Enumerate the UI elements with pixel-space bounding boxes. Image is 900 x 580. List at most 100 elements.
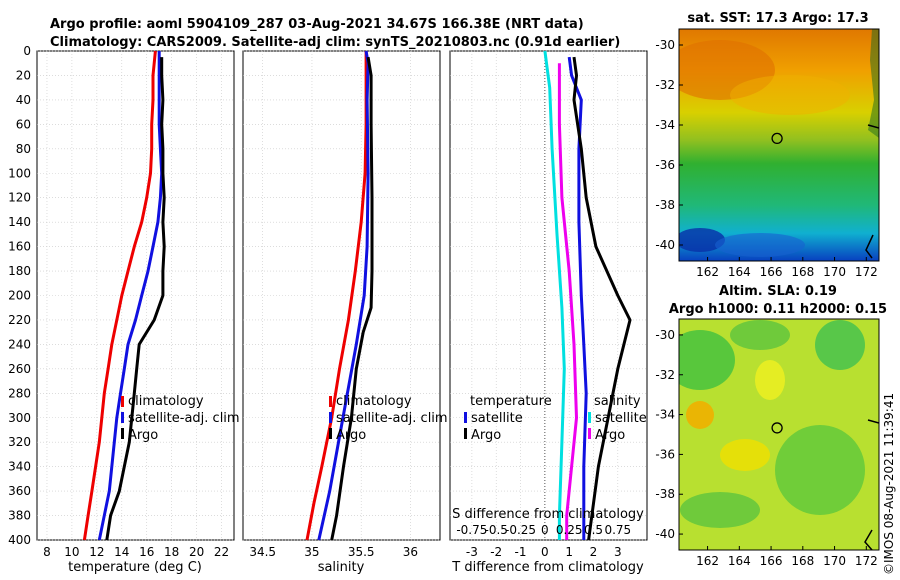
x-tick-label: -2 [490,545,502,559]
s-difference-tick-label: 0.25 [556,523,583,537]
latitude-tick-label: -34 [655,118,675,132]
depth-tick-label: 20 [16,68,31,82]
sla-map-title: Altim. SLA: 0.19 [719,284,837,299]
series-line [543,50,566,540]
sst-map-frame [678,28,880,262]
sla-field [679,319,879,550]
latitude-tick-label: -36 [655,447,675,461]
coastline-land [868,29,879,138]
s-difference-tick-labels: -0.75-0.5-0.25 0 0.25 0.5 0.75 [456,523,631,537]
legend-argo-swatch [121,428,124,439]
s-difference-tick-label: 0.5 [584,523,603,537]
depth-tick-label: 220 [8,313,31,327]
depth-tick-label: 320 [8,435,31,449]
longitude-tick-label: 168 [791,554,814,568]
sla-map-subtitle: Argo h1000: 0.11 h2000: 0.15 [669,302,887,317]
longitude-tick-label: 162 [696,265,719,279]
legend-sal-satellite-swatch [588,412,591,423]
sst-warm-patch [730,75,850,115]
depth-tick-label: 100 [8,166,31,180]
sst-map-title: sat. SST: 17.3 Argo: 17.3 [687,11,868,26]
depth-tick-label: 360 [8,484,31,498]
temperature-axes-box [36,50,235,541]
sst-cold-patch [679,228,725,252]
depth-tick-label: 120 [8,191,31,205]
longitude-tick-label: 166 [760,265,783,279]
depth-tick-label: 240 [8,337,31,351]
sla-map-frame [678,318,880,551]
s-difference-tick-label: -0.75 [456,523,487,537]
series-line [557,63,578,540]
legend-temp-satellite-swatch [464,412,467,423]
sla-high-patch [755,360,785,400]
legend-temp-argo-label: Argo [471,428,501,443]
longitude-tick-label: 168 [791,265,814,279]
legend-sal-satellite-label: satellite [595,411,647,426]
x-tick-label: 36 [403,545,418,559]
x-tick-label: 18 [164,545,179,559]
series-line [82,50,157,541]
longitude-tick-label: 164 [728,265,751,279]
x-tick-label: 8 [43,545,51,559]
sla-low-patch [815,320,865,370]
series-line [317,50,370,541]
x-tick-label: 34.5 [249,545,276,559]
latitude-tick-label: -34 [655,408,675,422]
x-tick-label: 20 [189,545,204,559]
salinity-tick-labels: 34.5 35 35.5 36 [249,545,418,559]
latitude-tick-label: -40 [655,527,675,541]
t-difference-axis-label: T difference from climatology [451,560,644,575]
legend-temp-argo-swatch [464,428,467,439]
depth-tick-label: 60 [16,117,31,131]
coastline [864,419,879,550]
depth-tick-label: 0 [23,44,31,58]
difference-axes-box [449,50,648,541]
x-tick-label: 22 [214,545,229,559]
x-tick-label: 0 [541,545,549,559]
salinity-series [305,50,374,541]
series-line [572,56,632,541]
salinity-panel: 34.5 35 35.5 36 salinity climatology satell… [242,50,448,575]
longitude-tick-label: 172 [855,265,878,279]
latitude-tick-label: -30 [655,328,675,342]
legend-temperature-title: temperature [470,394,552,409]
s-difference-tick-label: -0.25 [505,523,536,537]
depth-tick-label: 80 [16,142,31,156]
s-difference-axis-label: S difference from climatology [452,507,644,522]
temperature-tick-labels: 8 10 12 14 16 18 20 22 [43,545,229,559]
longitude-tick-label: 166 [760,554,783,568]
sla-high-patch [686,401,714,429]
legend-satellite-swatch [329,412,332,423]
temperature-series [82,50,166,541]
legend-satellite-label: satellite-adj. clim [128,411,240,426]
legend-climatology-swatch [121,396,124,407]
legend-temp-satellite-label: satellite [471,411,523,426]
x-tick-label: -1 [515,545,527,559]
sla-low-patch [680,492,760,528]
series-line [330,56,374,541]
sla-low-patch [730,320,790,350]
latitude-tick-label: -38 [655,487,675,501]
temperature-axis-label: temperature (deg C) [68,560,202,575]
x-tick-label: 12 [89,545,104,559]
sla-low-patch [679,330,735,390]
sst-map-ticks: 162 164 166 168 170 172 -30 -32 -34 -36 -38 -40 [655,38,877,279]
depth-tick-label: 400 [8,533,31,547]
sla-map-ticks: 162 164 166 168 170 172 -30 -32 -34 -36 -38 -40 [655,328,877,568]
x-tick-label: 1 [565,545,573,559]
legend-satellite-label: satellite-adj. clim [336,411,448,426]
title-line-2: Climatology: CARS2009. Satellite-adj cli… [50,35,620,50]
x-tick-label: 35.5 [348,545,375,559]
legend-climatology-label: climatology [128,394,204,409]
s-difference-tick-label: 0 [541,523,549,537]
sst-field [679,29,879,261]
depth-tick-label: 180 [8,264,31,278]
legend-sal-argo-label: Argo [595,428,625,443]
legend-salinity-title: salinity [594,394,641,409]
x-tick-label: 2 [590,545,598,559]
title-line-1: Argo profile: aoml 5904109_287 03-Aug-20… [50,17,584,32]
sst-map: sat. SST: 17.3 Argo: 17.3 162 164 166 168 17… [655,11,880,279]
series-line [105,57,166,541]
latitude-tick-label: -32 [655,368,675,382]
x-tick-label: -3 [466,545,478,559]
